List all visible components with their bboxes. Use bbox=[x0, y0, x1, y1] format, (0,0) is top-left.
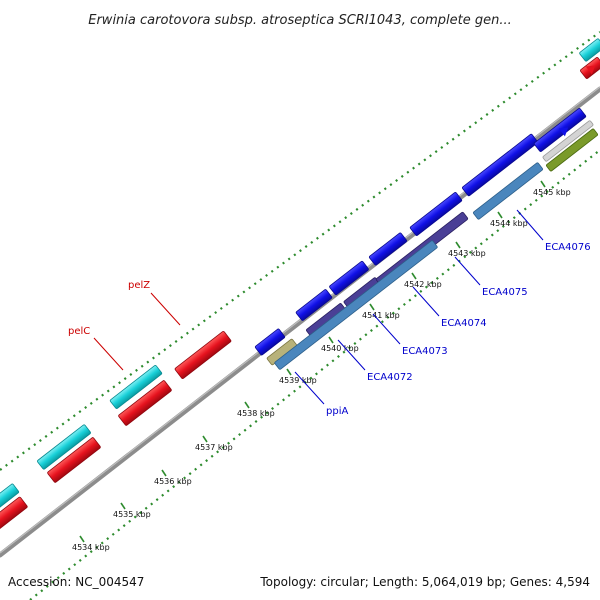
tick-label: 4539 kbp bbox=[279, 376, 317, 385]
tick-label: 4543 kbp bbox=[448, 249, 486, 258]
tick-mark bbox=[540, 180, 546, 188]
cyan-gene-feature[interactable] bbox=[37, 424, 91, 470]
gene-label-leader bbox=[454, 256, 481, 286]
gene-feature-shape bbox=[542, 120, 594, 162]
gene-label-pelz[interactable]: pelZ bbox=[128, 280, 150, 291]
tick-mark bbox=[79, 535, 85, 543]
green-gene-feature[interactable] bbox=[546, 128, 598, 172]
tick-mark bbox=[328, 336, 334, 344]
blue-gene-feature[interactable] bbox=[329, 260, 369, 296]
tick-label: 4534 kbp bbox=[72, 543, 110, 552]
inner-dotted-line bbox=[29, 149, 600, 600]
arrow-tip-shape bbox=[558, 127, 569, 137]
gene-label-leader bbox=[516, 209, 544, 241]
gene-feature-shape bbox=[174, 331, 232, 379]
gene-feature-shape bbox=[369, 232, 407, 266]
gene-label-pelc[interactable]: pelC bbox=[68, 326, 90, 337]
blue-gene-feature[interactable] bbox=[369, 232, 407, 266]
outer-dotted-line bbox=[0, 31, 600, 471]
gene-feature-shape bbox=[546, 128, 598, 172]
tick-mark bbox=[455, 241, 461, 249]
gene-arrow-tip bbox=[558, 127, 569, 137]
tick-label: 4538 kbp bbox=[237, 409, 275, 418]
tick-label: 4545 kbp bbox=[533, 188, 571, 197]
red-gene-feature[interactable] bbox=[174, 331, 232, 379]
feature-track bbox=[0, 38, 600, 532]
gene-arrow-tip bbox=[585, 65, 596, 75]
gene-label-eca4076[interactable]: ECA4076 bbox=[545, 242, 591, 253]
map-title: Erwinia carotovora subsp. atroseptica SC… bbox=[88, 13, 511, 28]
gene-feature-shape bbox=[0, 496, 28, 532]
blue-gene-feature[interactable] bbox=[254, 328, 286, 356]
red-gene-feature[interactable] bbox=[0, 496, 28, 532]
tick-mark bbox=[369, 303, 375, 311]
tick-mark bbox=[286, 368, 292, 376]
gene-feature-shape bbox=[329, 260, 369, 296]
gene-feature-shape bbox=[409, 192, 463, 236]
gene-label-leader bbox=[412, 286, 440, 317]
red-gene-feature[interactable] bbox=[118, 380, 172, 426]
gene-label-ppia[interactable]: ppiA bbox=[326, 406, 348, 417]
red-gene-feature[interactable] bbox=[47, 437, 101, 483]
gene-feature-shape bbox=[118, 380, 172, 426]
blue-gene-feature[interactable] bbox=[409, 192, 463, 236]
tick-mark bbox=[120, 502, 126, 510]
cyan-gene-feature[interactable] bbox=[0, 483, 20, 511]
gene-label-eca4075[interactable]: ECA4075 bbox=[482, 287, 528, 298]
arrow-tip-shape bbox=[585, 65, 596, 75]
gene-feature-shape bbox=[254, 328, 286, 356]
tick-label: 4535 kbp bbox=[113, 510, 151, 519]
tick-mark bbox=[244, 401, 250, 409]
gene-feature-shape bbox=[37, 424, 91, 470]
gene-feature-shape bbox=[462, 133, 538, 197]
gene-feature-shape bbox=[109, 365, 163, 409]
tick-mark bbox=[161, 469, 167, 477]
cyan-gene-feature[interactable] bbox=[109, 365, 163, 409]
gene-feature-shape bbox=[295, 289, 333, 321]
steel-gene-feature[interactable] bbox=[473, 162, 543, 220]
accession-text: Accession: NC_004547 bbox=[8, 575, 144, 589]
gene-label-eca4073[interactable]: ECA4073 bbox=[402, 346, 448, 357]
gene-label-leader bbox=[93, 337, 124, 371]
tick-label: 4540 kbp bbox=[321, 344, 359, 353]
gene-label-leader bbox=[372, 313, 401, 345]
tick-label: 4544 kbp bbox=[490, 219, 528, 228]
blue-gene-feature[interactable] bbox=[295, 289, 333, 321]
gene-label-eca4074[interactable]: ECA4074 bbox=[441, 318, 487, 329]
silver-gene-feature[interactable] bbox=[542, 120, 594, 162]
tick-label: 4537 kbp bbox=[195, 443, 233, 452]
tick-label: 4541 kbp bbox=[362, 311, 400, 320]
gene-feature-shape bbox=[47, 437, 101, 483]
gene-label-track: pelC pelZ ppiA ECA4072 ECA4073 ECA4074 ECA4075… bbox=[68, 209, 591, 417]
gene-feature-shape bbox=[274, 240, 438, 370]
tick-mark bbox=[497, 211, 503, 219]
tick-label: 4536 kbp bbox=[154, 477, 192, 486]
tick-mark bbox=[202, 435, 208, 443]
genome-summary-text: Topology: circular; Length: 5,064,019 bp… bbox=[259, 575, 590, 589]
gene-feature-shape bbox=[473, 162, 543, 220]
tick-mark bbox=[411, 272, 417, 280]
blue-gene-feature[interactable] bbox=[462, 133, 538, 197]
tick-track: 4534 kbp 4535 kbp 4536 kbp 4537 kbp 4538 kbp… bbox=[72, 180, 571, 552]
tick-label: 4542 kbp bbox=[404, 280, 442, 289]
gene-label-leader bbox=[294, 371, 325, 405]
gene-feature-shape bbox=[0, 483, 20, 511]
gene-label-leader bbox=[337, 339, 366, 371]
gene-label-eca4072[interactable]: ECA4072 bbox=[367, 372, 413, 383]
cyan-gene-feature[interactable] bbox=[579, 38, 600, 62]
gene-label-leader bbox=[150, 292, 181, 326]
gene-feature-shape bbox=[579, 38, 600, 62]
steel-gene-feature[interactable] bbox=[274, 240, 438, 370]
